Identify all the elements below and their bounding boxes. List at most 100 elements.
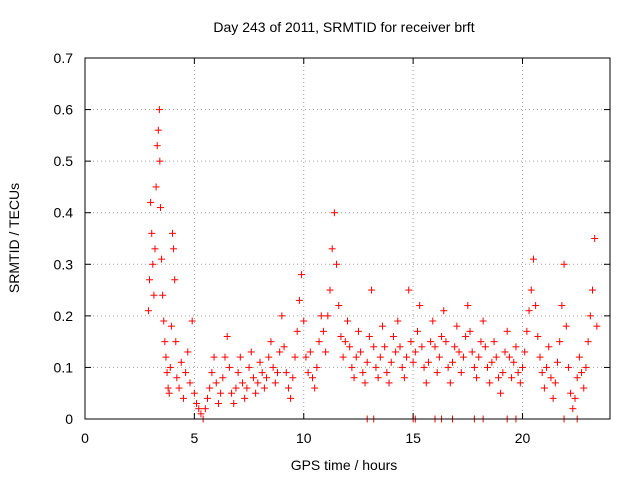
- data-point: [156, 157, 164, 165]
- data-point: [527, 286, 535, 294]
- data-point: [263, 374, 271, 382]
- y-tick-label: 0.5: [54, 153, 74, 169]
- x-tick-label: 5: [190, 430, 198, 446]
- data-point: [282, 369, 290, 377]
- data-point: [311, 384, 319, 392]
- data-point: [201, 405, 209, 413]
- data-point: [151, 245, 159, 253]
- data-point: [422, 379, 430, 387]
- data-point: [569, 405, 577, 413]
- data-point: [427, 338, 435, 346]
- data-point: [379, 322, 386, 330]
- data-point: [593, 322, 601, 330]
- data-point: [551, 379, 559, 387]
- data-point: [525, 307, 533, 315]
- data-point: [514, 369, 522, 377]
- data-point: [556, 338, 564, 346]
- data-point: [519, 363, 526, 371]
- data-point: [543, 363, 551, 371]
- data-point: [449, 358, 456, 366]
- data-point: [488, 358, 496, 366]
- data-point: [383, 369, 391, 377]
- data-point: [346, 343, 354, 351]
- data-point: [591, 235, 599, 242]
- data-point: [313, 363, 321, 371]
- data-point: [155, 106, 163, 114]
- data-point: [457, 369, 465, 377]
- data-point: [554, 358, 561, 366]
- data-point: [589, 286, 596, 294]
- data-point: [236, 353, 244, 361]
- data-point: [267, 338, 275, 346]
- data-point: [361, 379, 369, 387]
- data-point: [582, 363, 590, 371]
- data-point: [249, 374, 257, 382]
- data-point: [258, 369, 266, 377]
- data-point: [247, 348, 255, 356]
- y-tick-label: 0.3: [54, 256, 74, 272]
- data-points: [144, 106, 601, 423]
- data-point: [256, 358, 264, 366]
- data-point: [339, 353, 347, 361]
- data-point: [204, 394, 211, 402]
- data-point: [186, 379, 194, 387]
- data-point: [278, 312, 286, 320]
- data-point: [309, 374, 316, 382]
- data-point: [234, 369, 242, 377]
- data-point: [217, 389, 225, 397]
- data-point: [560, 260, 568, 268]
- data-point: [575, 353, 583, 361]
- data-point: [567, 389, 575, 397]
- chart-title: Day 243 of 2011, SRMTID for receiver brf…: [213, 19, 474, 35]
- data-point: [462, 332, 470, 340]
- data-point: [161, 338, 169, 346]
- x-axis-ticks: 0 5 10 15 20: [81, 58, 530, 446]
- plot-frame: [84, 57, 611, 420]
- data-point: [470, 363, 478, 371]
- data-point: [479, 317, 487, 325]
- data-point: [348, 363, 356, 371]
- data-point: [564, 363, 572, 371]
- data-point: [172, 338, 180, 346]
- data-point: [403, 353, 411, 361]
- data-point: [208, 369, 216, 377]
- data-point: [223, 332, 231, 340]
- data-point: [293, 327, 301, 335]
- data-point: [558, 302, 566, 310]
- data-point: [337, 332, 345, 340]
- data-point: [586, 312, 594, 320]
- data-point: [219, 374, 227, 382]
- data-point: [547, 374, 555, 382]
- data-point: [190, 389, 198, 397]
- data-point: [573, 374, 581, 382]
- data-point: [418, 343, 426, 351]
- data-point: [368, 286, 376, 294]
- data-point: [466, 327, 474, 335]
- data-point: [225, 363, 233, 371]
- data-point: [184, 348, 192, 356]
- data-point: [163, 369, 171, 377]
- data-point: [407, 338, 415, 346]
- data-point: [206, 384, 214, 392]
- data-point: [420, 363, 428, 371]
- data-point: [416, 302, 424, 310]
- data-point: [232, 384, 240, 392]
- data-point: [160, 317, 168, 325]
- data-point: [453, 322, 461, 330]
- data-point: [477, 338, 485, 346]
- data-point: [484, 363, 491, 371]
- data-point: [529, 255, 537, 263]
- data-point: [475, 353, 483, 361]
- data-point: [341, 338, 349, 346]
- data-point: [193, 400, 201, 408]
- data-point: [534, 332, 542, 340]
- y-tick-label: 0.7: [54, 50, 74, 66]
- data-point: [150, 291, 158, 299]
- data-point: [523, 327, 531, 335]
- data-point: [374, 374, 382, 382]
- data-point: [394, 317, 402, 325]
- data-point: [144, 307, 152, 315]
- data-point: [175, 384, 183, 392]
- data-point: [481, 343, 489, 351]
